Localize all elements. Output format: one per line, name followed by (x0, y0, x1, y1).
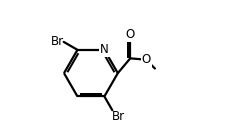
Text: Br: Br (112, 110, 125, 123)
Text: O: O (141, 53, 150, 66)
Text: Br: Br (50, 35, 63, 48)
Text: O: O (125, 28, 134, 41)
Text: N: N (99, 43, 108, 56)
